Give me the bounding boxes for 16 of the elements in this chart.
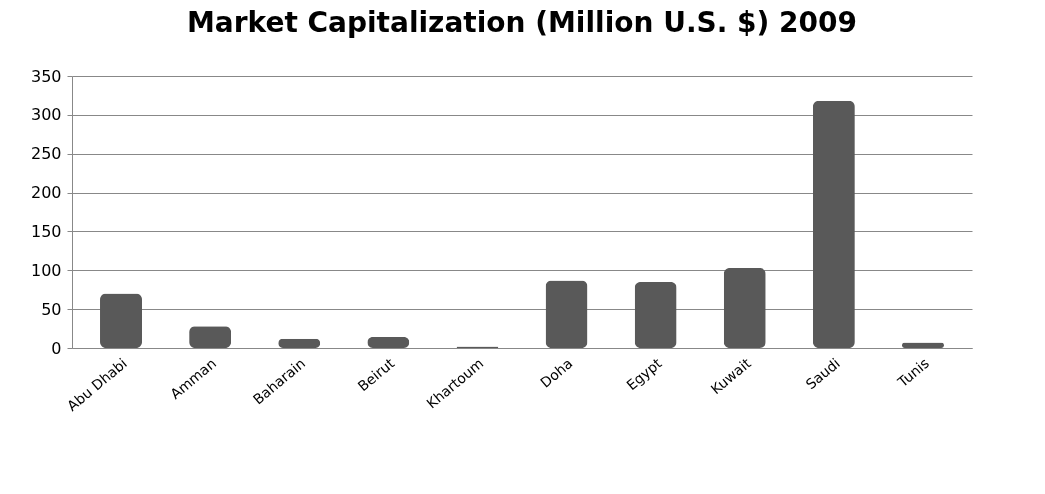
y-tick-label: 150 xyxy=(30,221,62,241)
y-tick-label: 350 xyxy=(30,66,62,86)
y-tick-label: 50 xyxy=(41,299,62,319)
bar xyxy=(100,293,143,348)
bar xyxy=(367,337,410,348)
bar xyxy=(545,280,588,348)
y-tick-label: 250 xyxy=(30,144,62,164)
bar xyxy=(189,326,232,348)
y-tick-label: 100 xyxy=(30,260,62,280)
y-tick-label: 0 xyxy=(51,338,62,358)
y-tick-label: 200 xyxy=(30,183,62,203)
bar xyxy=(634,281,677,348)
bar xyxy=(723,267,766,348)
bar xyxy=(812,100,855,348)
chart-title: Market Capitalization (Million U.S. $) 2009 xyxy=(186,6,858,39)
y-tick-label: 300 xyxy=(30,105,62,125)
